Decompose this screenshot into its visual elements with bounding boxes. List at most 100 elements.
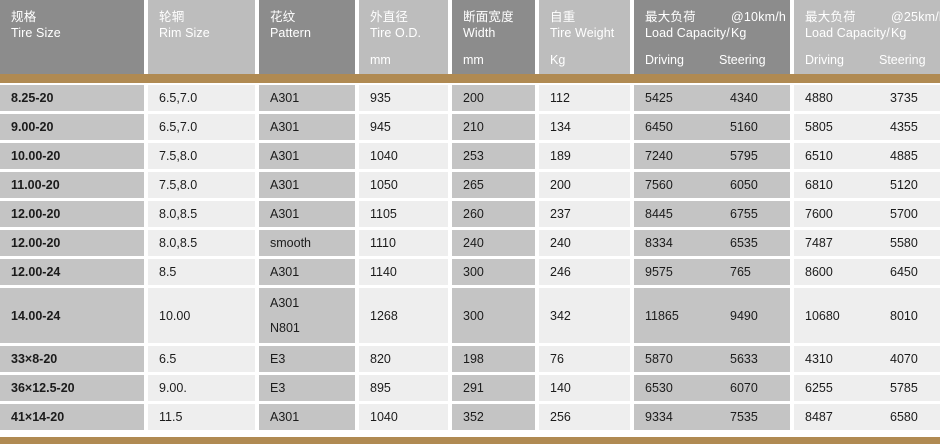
column-header-tire-od-unit: mm: [370, 53, 391, 67]
cell-pattern: E3: [255, 375, 355, 401]
cell-tire-size: 12.00-20: [0, 201, 144, 227]
cell-load-capacity-10kmh: 9575 765: [630, 259, 790, 285]
cell-load-capacity-25kmh: 7600 5700: [790, 201, 940, 227]
cell-width: 300: [448, 259, 535, 285]
cell-load10-driving: 9334: [645, 410, 673, 424]
cell-tire-size: 9.00-20: [0, 114, 144, 140]
cell-load10-steering: 6050: [730, 178, 758, 192]
cell-width: 352: [448, 404, 535, 430]
cell-tire-od: 1105: [355, 201, 448, 227]
cell-pattern: A301: [255, 404, 355, 430]
column-header-width: 断面宽度 Width mm: [448, 0, 535, 74]
cell-load10-steering: 5795: [730, 149, 758, 163]
cell-width: 260: [448, 201, 535, 227]
cell-tire-weight: 200: [535, 172, 630, 198]
cell-width: 240: [448, 230, 535, 256]
cell-rim-size: 7.5,8.0: [144, 143, 255, 169]
cell-tire-size: 36×12.5-20: [0, 375, 144, 401]
cell-load10-steering: 5160: [730, 120, 758, 134]
cell-load25-steering: 6580: [890, 410, 918, 424]
column-header-width-cn: 断面宽度: [463, 10, 514, 24]
cell-load-capacity-10kmh: 7560 6050: [630, 172, 790, 198]
column-header-rim-size-cn: 轮辋: [159, 10, 185, 24]
column-header-load25-steering: Steering: [879, 53, 926, 67]
cell-tire-size: 10.00-20: [0, 143, 144, 169]
cell-rim-size: 6.5,7.0: [144, 114, 255, 140]
cell-load25-driving: 7600: [805, 207, 833, 221]
cell-load-capacity-25kmh: 8487 6580: [790, 404, 940, 430]
table-row: 36×12.5-20 9.00. E3 895 291 140 6530 6070 6255 57…: [0, 375, 940, 401]
table-row: 12.00-20 8.0,8.5 A301 1105 260 237 8445 6755 760…: [0, 201, 940, 227]
cell-load-capacity-25kmh: 7487 5580: [790, 230, 940, 256]
cell-rim-size: 6.5,7.0: [144, 85, 255, 111]
footer-accent-bar: [0, 437, 940, 444]
cell-tire-od: 895: [355, 375, 448, 401]
cell-load25-driving: 10680: [805, 308, 840, 323]
cell-load-capacity-10kmh: 6530 6070: [630, 375, 790, 401]
cell-pattern: A301: [255, 143, 355, 169]
cell-pattern: A301: [255, 201, 355, 227]
table-row: 10.00-20 7.5,8.0 A301 1040 253 189 7240 5795 651…: [0, 143, 940, 169]
cell-load25-steering: 5700: [890, 207, 918, 221]
cell-rim-size: 11.5: [144, 404, 255, 430]
cell-load10-driving: 6530: [645, 381, 673, 395]
column-header-load25-sub: Driving Steering: [805, 52, 940, 68]
cell-rim-size: 10.00: [144, 288, 255, 343]
cell-load-capacity-25kmh: 6510 4885: [790, 143, 940, 169]
cell-pattern: smooth: [255, 230, 355, 256]
table-row: 12.00-24 8.5 A301 1140 300 246 9575 765 8600 6450: [0, 259, 940, 285]
cell-load-capacity-10kmh: 6450 5160: [630, 114, 790, 140]
cell-rim-size: 9.00.: [144, 375, 255, 401]
cell-tire-od: 1040: [355, 404, 448, 430]
cell-tire-size: 8.25-20: [0, 85, 144, 111]
cell-width: 198: [448, 346, 535, 372]
cell-tire-weight: 237: [535, 201, 630, 227]
cell-load10-steering: 5633: [730, 352, 758, 366]
column-header-load10-cn: 最大负荷: [645, 10, 696, 24]
table-row: 8.25-20 6.5,7.0 A301 935 200 112 5425 4340 4880 3…: [0, 85, 940, 111]
cell-load10-driving: 11865: [645, 308, 679, 323]
cell-tire-weight: 140: [535, 375, 630, 401]
cell-load25-driving: 6510: [805, 149, 833, 163]
cell-tire-weight: 76: [535, 346, 630, 372]
cell-load-capacity-25kmh: 5805 4355: [790, 114, 940, 140]
cell-load25-steering: 6450: [890, 265, 918, 279]
column-header-tire-size-en: Tire Size: [11, 26, 61, 40]
cell-load10-steering: 4340: [730, 91, 758, 105]
cell-tire-od: 935: [355, 85, 448, 111]
column-header-rim-size-en: Rim Size: [159, 26, 210, 40]
cell-pattern: A301: [255, 114, 355, 140]
column-header-load25-cn-line: 最大负荷 @25km/h: [805, 9, 940, 25]
cell-tire-od: 1110: [355, 230, 448, 256]
cell-load-capacity-10kmh: 8445 6755: [630, 201, 790, 227]
cell-load25-steering: 4355: [890, 120, 918, 134]
cell-load10-driving: 9575: [645, 265, 673, 279]
cell-load10-driving: 5425: [645, 91, 673, 105]
cell-tire-weight: 256: [535, 404, 630, 430]
cell-width: 253: [448, 143, 535, 169]
cell-tire-weight: 342: [535, 288, 630, 343]
cell-rim-size: 6.5: [144, 346, 255, 372]
table-row: 14.00-24 10.00 A301 N801 1268 300 342 11865 9490…: [0, 288, 940, 343]
column-header-load25-unit: Kg: [891, 26, 907, 40]
cell-load25-driving: 6810: [805, 178, 833, 192]
cell-load-capacity-10kmh: 5870 5633: [630, 346, 790, 372]
cell-load10-steering: 9490: [730, 308, 758, 323]
column-header-tire-od-cn: 外直径: [370, 10, 409, 24]
column-header-tire-size: 规格 Tire Size: [0, 0, 144, 74]
column-header-pattern-cn: 花纹: [270, 10, 296, 24]
cell-tire-od: 1140: [355, 259, 448, 285]
table-row: 9.00-20 6.5,7.0 A301 945 210 134 6450 5160 5805 4…: [0, 114, 940, 140]
cell-rim-size: 8.5: [144, 259, 255, 285]
table-header-row: 规格 Tire Size 轮辋 Rim Size 花纹 Pattern 外直径 …: [0, 0, 940, 74]
cell-pattern: A301: [255, 172, 355, 198]
cell-load10-driving: 8334: [645, 236, 673, 250]
cell-load10-steering: 765: [730, 265, 751, 279]
cell-load10-driving: 5870: [645, 352, 673, 366]
cell-tire-weight: 189: [535, 143, 630, 169]
column-header-pattern-en: Pattern: [270, 26, 312, 40]
cell-tire-od: 1268: [355, 288, 448, 343]
cell-load-capacity-10kmh: 8334 6535: [630, 230, 790, 256]
cell-width: 265: [448, 172, 535, 198]
cell-load25-driving: 8487: [805, 410, 833, 424]
